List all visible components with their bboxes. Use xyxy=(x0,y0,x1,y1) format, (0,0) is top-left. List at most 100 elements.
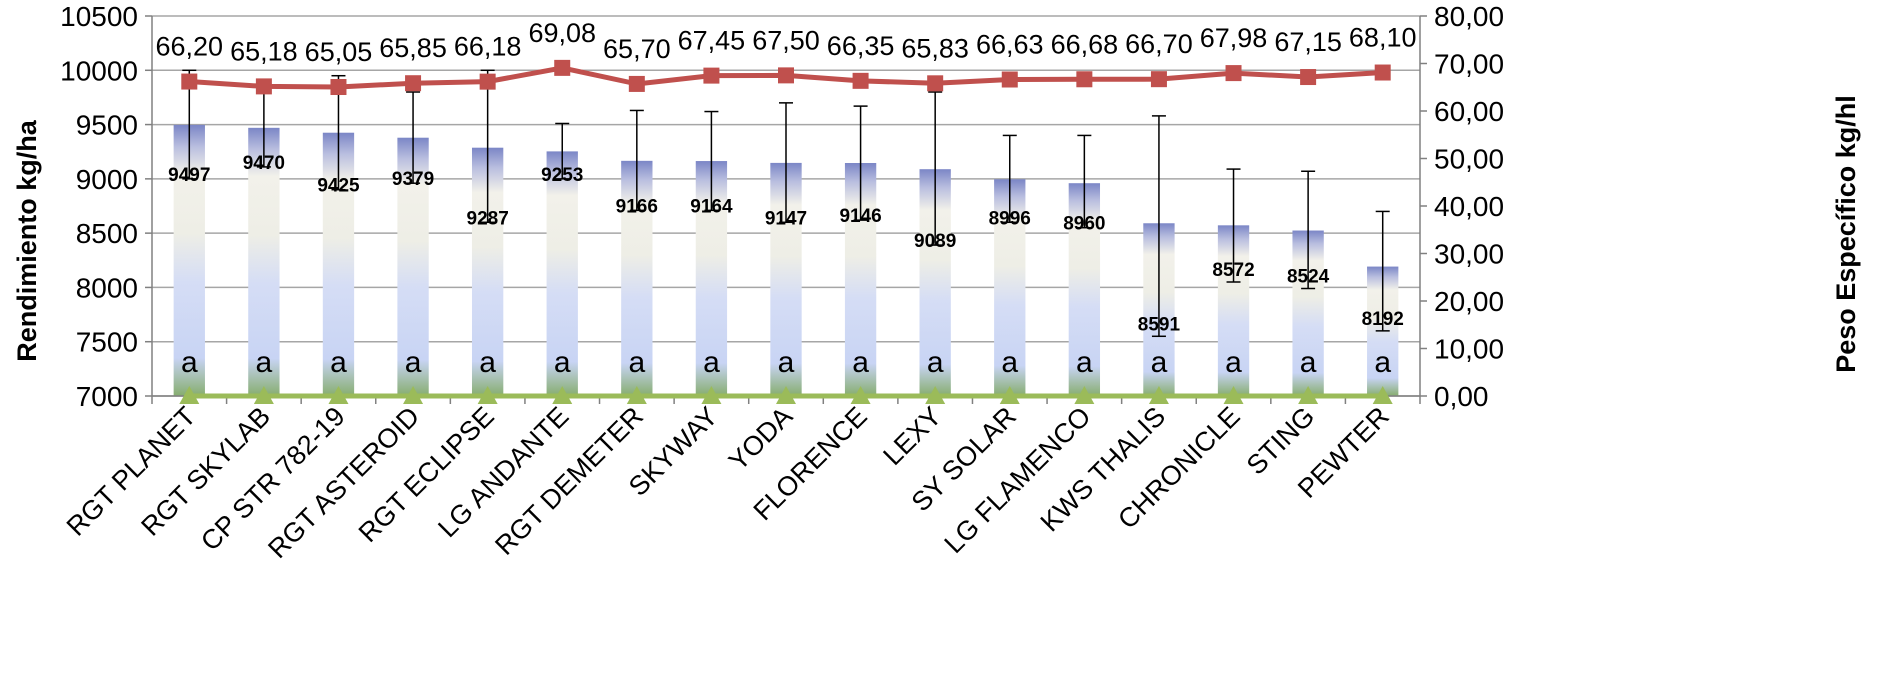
square-marker xyxy=(330,79,347,96)
group-letter: a xyxy=(1374,346,1391,379)
bar-value-label: 9089 xyxy=(914,231,956,252)
bar-value-label: 9253 xyxy=(541,165,583,186)
x-tick-label: RGT PLANET xyxy=(61,401,202,542)
bar-value-label: 8591 xyxy=(1138,314,1181,335)
group-letter: a xyxy=(778,346,795,379)
square-marker xyxy=(1225,65,1242,82)
line-value-label: 66,20 xyxy=(156,32,224,62)
square-marker xyxy=(255,78,272,95)
y-tick-label: 9500 xyxy=(76,110,138,141)
bar-value-label: 8572 xyxy=(1212,260,1254,281)
line-value-label: 65,05 xyxy=(305,37,373,67)
line-value-label: 66,18 xyxy=(454,32,522,62)
group-letter: a xyxy=(703,346,720,379)
square-marker xyxy=(703,67,720,84)
group-letter: a xyxy=(330,346,347,379)
bar-value-label: 9146 xyxy=(839,206,881,227)
group-letter: a xyxy=(554,346,571,379)
y2-tick-label: 20,00 xyxy=(1434,286,1504,317)
y2-tick-label: 40,00 xyxy=(1434,191,1504,222)
group-letter: a xyxy=(256,346,273,379)
group-letter: a xyxy=(852,346,869,379)
square-marker xyxy=(1001,71,1018,88)
line-value-label: 66,70 xyxy=(1125,29,1193,59)
triangle-marker xyxy=(1223,386,1244,404)
y2-tick-label: 60,00 xyxy=(1434,96,1504,127)
triangle-marker xyxy=(925,386,946,404)
square-marker xyxy=(778,67,794,84)
square-marker xyxy=(405,75,422,92)
bar-value-label: 9497 xyxy=(168,165,210,186)
bar xyxy=(546,151,578,396)
triangle-marker xyxy=(1372,386,1393,404)
bar-value-label: 9287 xyxy=(467,208,509,229)
line-value-label: 69,08 xyxy=(528,18,596,48)
line-value-label: 68,10 xyxy=(1349,23,1417,53)
triangle-marker xyxy=(552,386,573,404)
group-letter: a xyxy=(405,346,422,379)
group-letter: a xyxy=(181,346,198,379)
lines xyxy=(179,59,1393,404)
group-letter: a xyxy=(1001,346,1018,379)
square-marker xyxy=(479,73,496,90)
bar-value-label: 9470 xyxy=(243,153,285,174)
y-tick-label: 7500 xyxy=(76,327,138,358)
line-value-label: 67,98 xyxy=(1200,23,1268,53)
triangle-marker xyxy=(626,386,647,404)
square-marker xyxy=(1374,64,1391,81)
triangle-marker xyxy=(179,386,200,404)
line-value-label: 65,18 xyxy=(230,36,298,66)
line-value-label: 67,50 xyxy=(752,25,820,55)
bar-value-label: 8524 xyxy=(1287,267,1330,288)
triangle-marker xyxy=(701,386,722,404)
group-letter: a xyxy=(1300,346,1317,379)
line-value-label: 66,35 xyxy=(827,31,895,61)
triangle-marker xyxy=(403,386,424,404)
x-tick-label: LG ANDANTE xyxy=(432,401,574,543)
y2-tick-label: 50,00 xyxy=(1434,144,1504,175)
square-marker xyxy=(1300,69,1317,86)
bar-value-label: 9164 xyxy=(690,196,733,217)
y-tick-label: 8500 xyxy=(76,218,138,249)
x-tick-label: LEXY xyxy=(877,401,947,471)
group-letter: a xyxy=(927,346,944,379)
bar-value-label: 9147 xyxy=(765,208,807,229)
group-letter: a xyxy=(1225,346,1242,379)
y2-tick-label: 70,00 xyxy=(1434,49,1504,80)
square-marker xyxy=(554,59,571,76)
y2-tick-label: 80,00 xyxy=(1434,1,1504,32)
line-value-label: 67,15 xyxy=(1274,27,1342,57)
y-axis-title: Rendimiento kg/ha xyxy=(12,119,42,362)
triangle-marker xyxy=(776,386,796,404)
bar-value-label: 9379 xyxy=(392,169,434,190)
y2-tick-label: 30,00 xyxy=(1434,239,1504,270)
square-marker xyxy=(181,73,198,90)
y-tick-label: 9000 xyxy=(76,164,138,195)
triangle-marker xyxy=(477,386,498,404)
line-value-label: 65,85 xyxy=(379,33,447,63)
group-letter: a xyxy=(1151,346,1168,379)
y2-axis-title: Peso Específico kg/hl xyxy=(1831,95,1861,373)
line-value-label: 65,70 xyxy=(603,34,671,64)
group-letter: a xyxy=(628,346,645,379)
y2-tick-label: 0,00 xyxy=(1434,381,1489,412)
square-marker xyxy=(852,72,869,89)
y-tick-label: 10000 xyxy=(60,55,138,86)
triangle-marker xyxy=(850,386,871,404)
line-value-label: 66,63 xyxy=(976,30,1044,60)
y2-tick-label: 10,00 xyxy=(1434,334,1504,365)
bar-value-label: 8192 xyxy=(1362,309,1404,330)
bar-value-label: 9166 xyxy=(616,196,658,217)
triangle-marker xyxy=(253,386,274,404)
x-tick-label: RGT SKYLAB xyxy=(135,401,276,542)
group-letter: a xyxy=(1076,346,1093,379)
square-marker xyxy=(1150,71,1167,88)
y-tick-label: 8000 xyxy=(76,272,138,303)
triangle-marker xyxy=(1148,386,1169,404)
square-marker xyxy=(1076,71,1093,88)
line-value-label: 66,68 xyxy=(1051,29,1119,59)
bar-value-label: 9425 xyxy=(317,176,360,197)
line-value-label: 67,45 xyxy=(678,26,746,56)
line-value-label: 65,83 xyxy=(901,33,969,63)
